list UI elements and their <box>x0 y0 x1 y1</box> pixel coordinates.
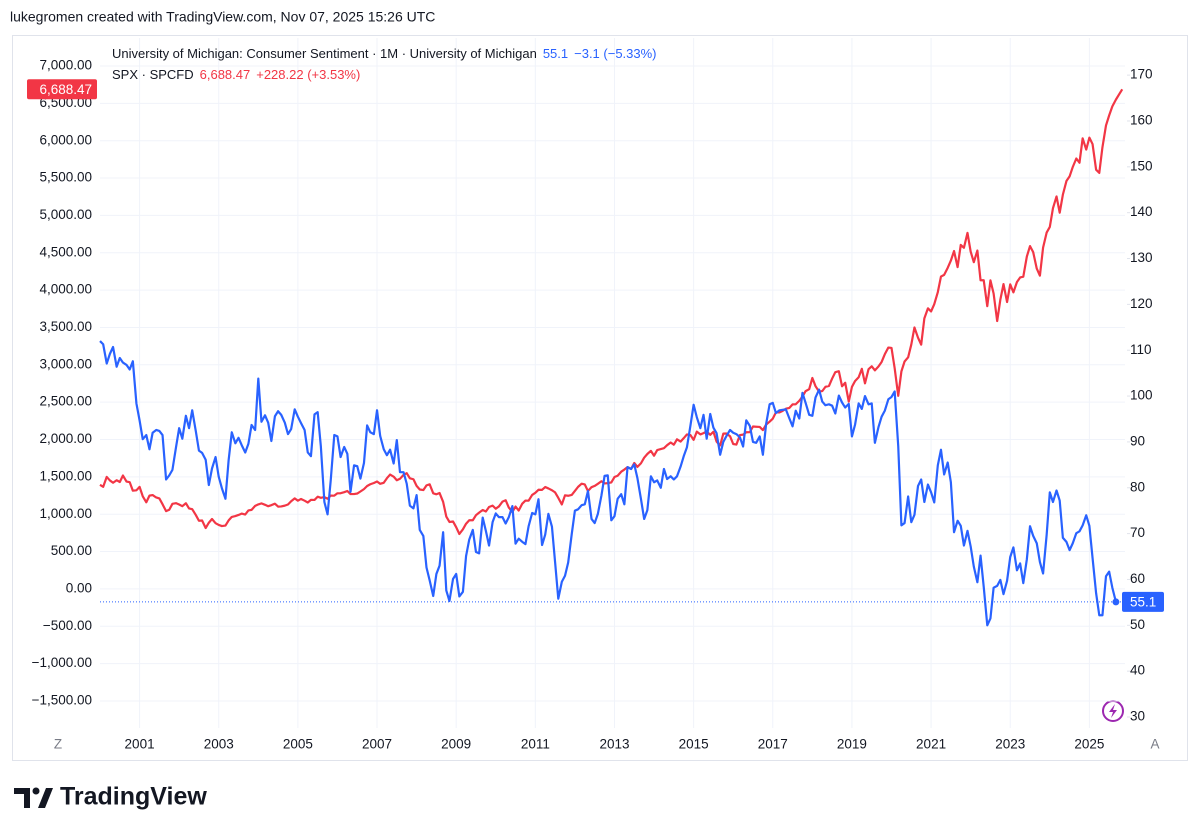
logo-mark <box>14 788 30 808</box>
badge-box <box>1122 591 1164 612</box>
grid <box>100 38 1125 728</box>
y2-tick-label: 90 <box>1130 433 1145 448</box>
y-tick-label: −500.00 <box>43 618 92 633</box>
x-tick-label: 2017 <box>758 737 788 752</box>
y-tick-label: 3,000.00 <box>39 356 92 371</box>
legend-name: SPX · SPCFD <box>112 67 194 82</box>
legend-row: University of Michigan: Consumer Sentime… <box>112 43 663 64</box>
y-tick-label: 2,000.00 <box>39 431 92 446</box>
y2-tick-label: 140 <box>1130 204 1153 219</box>
legend-row: SPX · SPCFD 6,688.47 +228.22 (+3.53%) <box>112 64 663 85</box>
y2-tick-label: 40 <box>1130 663 1145 678</box>
y2-tick-label: 110 <box>1130 342 1152 357</box>
y2-tick-label: 130 <box>1130 250 1153 265</box>
price-badge: 6,688.47 <box>27 79 97 100</box>
control-button[interactable]: Z <box>54 737 62 752</box>
legend-name: University of Michigan: Consumer Sentime… <box>112 46 537 61</box>
y-tick-label: 7,000.00 <box>39 58 92 73</box>
y-tick-label: 4,500.00 <box>39 244 92 259</box>
brand-logo: TradingView <box>14 783 207 811</box>
y-tick-label: 0.00 <box>66 580 92 595</box>
legend: University of Michigan: Consumer Sentime… <box>112 43 663 85</box>
y2-tick-label: 30 <box>1130 709 1145 724</box>
logo-dot <box>32 787 40 795</box>
x-tick-label: 2003 <box>204 737 234 752</box>
legend-value: 55.1 <box>542 46 569 61</box>
x-tick-label: 2013 <box>599 737 629 752</box>
x-tick-label: 2019 <box>837 737 867 752</box>
header: lukegromen created with TradingView.com,… <box>10 9 435 25</box>
y-tick-label: 3,500.00 <box>39 319 92 334</box>
price-badge: 55.1 <box>1122 591 1164 612</box>
y-tick-label: −1,000.00 <box>32 655 92 670</box>
legend-change: +228.22 (+3.53%) <box>256 67 361 82</box>
brand: TradingView <box>60 783 207 811</box>
line-series <box>99 88 1124 536</box>
y2-tick-label: 60 <box>1130 571 1145 586</box>
x-tick-label: 2005 <box>283 737 313 752</box>
legend-value: 6,688.47 <box>199 67 251 82</box>
y-tick-label: 5,000.00 <box>39 207 92 222</box>
x-tick-label: 2007 <box>362 737 392 752</box>
last-point <box>1112 598 1120 606</box>
y2-tick-label: 70 <box>1130 525 1145 540</box>
y2-tick-label: 100 <box>1130 388 1153 403</box>
x-tick-label: 2011 <box>521 737 550 752</box>
logo-slash <box>38 788 53 808</box>
badge-label: 55.1 <box>1130 594 1156 609</box>
y2-tick-label: 80 <box>1130 479 1145 494</box>
y2-tick-label: 160 <box>1130 113 1153 128</box>
x-tick-label: 2021 <box>916 737 946 752</box>
y2-tick-label: 50 <box>1130 617 1145 632</box>
y-tick-label: −1,500.00 <box>32 693 92 708</box>
line-series <box>99 340 1117 627</box>
lightning-icon <box>1102 700 1124 722</box>
badge-box <box>27 79 97 100</box>
y-tick-label: 1,000.00 <box>39 506 92 521</box>
legend-change: −3.1 (−5.33%) <box>574 46 657 61</box>
x-tick-label: 2009 <box>441 737 471 752</box>
y2-tick-label: 170 <box>1130 67 1153 82</box>
badge-label: 6,688.47 <box>39 82 92 97</box>
plot <box>99 88 1125 627</box>
x-tick-label: 2025 <box>1074 737 1104 752</box>
chart-frame <box>12 35 1188 761</box>
control-button[interactable]: A <box>1150 737 1159 752</box>
x-tick-label: 2015 <box>679 737 709 752</box>
y-tick-label: 500.00 <box>51 543 92 558</box>
y-tick-label: 5,500.00 <box>39 170 92 185</box>
y-tick-label: 1,500.00 <box>39 468 92 483</box>
x-tick-label: 2023 <box>995 737 1025 752</box>
y2-tick-label: 120 <box>1130 296 1153 311</box>
x-tick-label: 2001 <box>125 737 155 752</box>
y-tick-label: 4,000.00 <box>39 282 92 297</box>
icon-bolt <box>1109 704 1117 718</box>
y-tick-label: 2,500.00 <box>39 394 92 409</box>
y-tick-label: 6,000.00 <box>39 132 92 147</box>
y2-tick-label: 150 <box>1130 158 1153 173</box>
